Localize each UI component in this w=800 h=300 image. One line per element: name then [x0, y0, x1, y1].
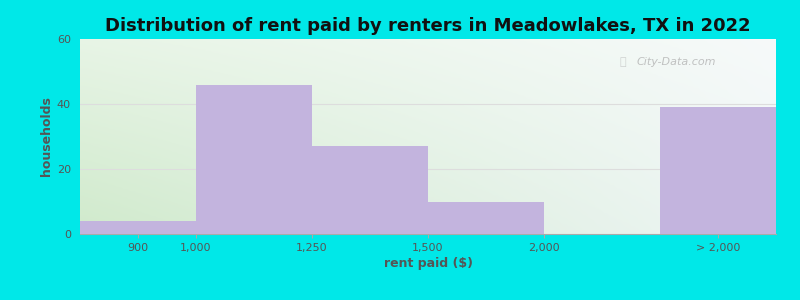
Y-axis label: households: households [40, 97, 53, 176]
Bar [312, 146, 428, 234]
Title: Distribution of rent paid by renters in Meadowlakes, TX in 2022: Distribution of rent paid by renters in … [105, 17, 751, 35]
Bar [196, 85, 312, 234]
X-axis label: rent paid ($): rent paid ($) [383, 257, 473, 270]
Bar [80, 221, 196, 234]
Text: City-Data.com: City-Data.com [637, 57, 716, 68]
Bar [660, 107, 776, 234]
Text: 🔍: 🔍 [619, 57, 626, 68]
Bar [428, 202, 544, 234]
